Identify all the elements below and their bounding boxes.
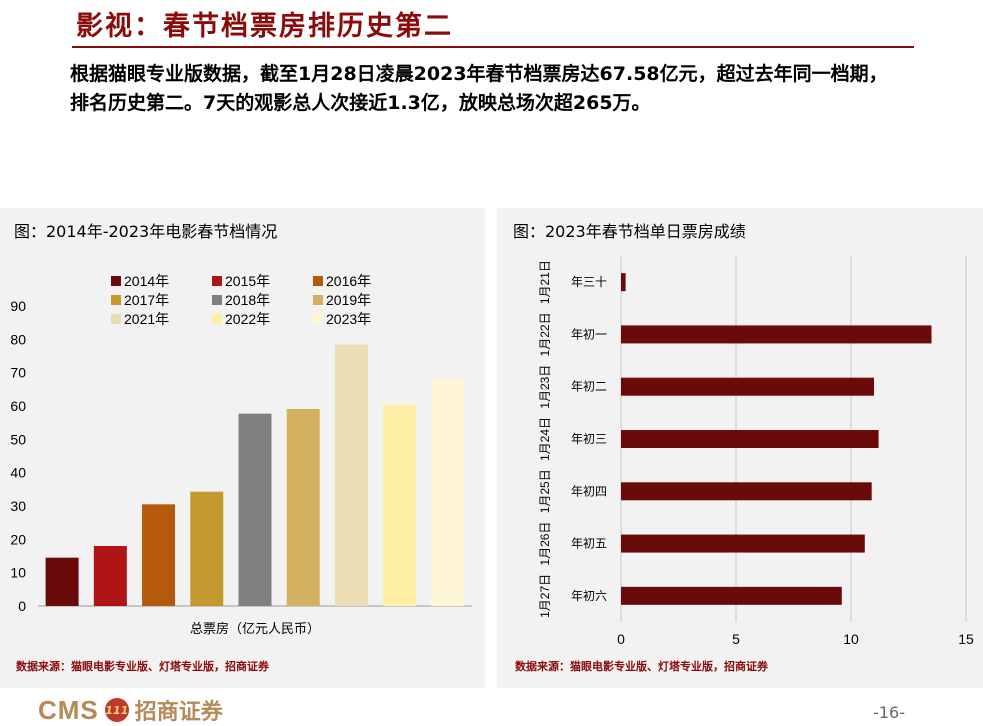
bar bbox=[190, 491, 224, 606]
legend-swatch bbox=[313, 314, 323, 324]
left-chart-panel: 图：2014年-2023年电影春节档情况 0 10 20 30 40 50 60 70 80 90… bbox=[0, 208, 485, 688]
bar bbox=[621, 482, 872, 501]
logo-name: 招商证券 bbox=[134, 699, 223, 725]
left-chart-title: 图：2014年-2023年电影春节档情况 bbox=[14, 222, 278, 241]
intro-text: 根据猫眼专业版数据，截至1月28日凌晨2023年春节档票房达67.58亿元，超过… bbox=[70, 63, 888, 114]
box-office-by-year-chart: 0 10 20 30 40 50 60 70 80 90 总票房（亿元人民币） 2014年 2015年 2… bbox=[10, 273, 472, 636]
category-label: 1月22日 bbox=[538, 312, 552, 356]
y-tick-label: 40 bbox=[10, 465, 26, 481]
legend-swatch bbox=[111, 276, 121, 286]
y-tick-label: 60 bbox=[10, 398, 26, 414]
category-label: 1月24日 bbox=[538, 417, 552, 461]
legend-label: 2023年 bbox=[326, 311, 371, 327]
x-axis-label: 总票房（亿元人民币） bbox=[190, 621, 320, 636]
legend-swatch bbox=[313, 276, 323, 286]
legend-label: 2014年 bbox=[124, 273, 169, 289]
title-divider bbox=[72, 46, 914, 48]
x-tick-label: 15 bbox=[958, 631, 974, 647]
bar bbox=[383, 405, 417, 606]
category-label: 1月26日 bbox=[538, 522, 552, 566]
y-tick-label: 10 bbox=[10, 565, 26, 581]
y-tick-label: 50 bbox=[10, 431, 26, 447]
category-label: 1月27日 bbox=[538, 574, 552, 618]
bar bbox=[621, 377, 874, 396]
legend-label: 2018年 bbox=[225, 292, 270, 308]
legend-label: 2016年 bbox=[326, 273, 371, 289]
legend-swatch bbox=[111, 314, 121, 324]
company-logo: CMS 111 招商证券 bbox=[38, 694, 223, 726]
logo-brand: CMS bbox=[38, 694, 99, 725]
x-tick-label: 10 bbox=[843, 631, 859, 647]
legend-label: 2021年 bbox=[124, 311, 169, 327]
bar bbox=[621, 586, 842, 605]
category-sublabel: 年初四 bbox=[571, 484, 607, 498]
legend-label: 2015年 bbox=[225, 273, 270, 289]
y-tick-label: 30 bbox=[10, 498, 26, 514]
bar bbox=[334, 344, 368, 606]
bar bbox=[286, 409, 320, 606]
right-chart-source: 数据来源：猫眼电影专业版、灯塔专业版，招商证券 bbox=[515, 660, 768, 673]
legend-label: 2017年 bbox=[124, 292, 169, 308]
bar bbox=[431, 380, 465, 606]
y-tick-label: 0 bbox=[18, 598, 26, 614]
logo-badge-icon: 111 bbox=[104, 698, 129, 722]
bar bbox=[142, 504, 176, 606]
bar bbox=[621, 430, 879, 448]
category-label: 1月25日 bbox=[538, 469, 552, 513]
legend-swatch bbox=[111, 295, 121, 305]
category-sublabel: 年三十 bbox=[571, 275, 607, 289]
legend-label: 2019年 bbox=[326, 292, 371, 308]
category-label: 1月21日 bbox=[538, 260, 552, 304]
bar bbox=[238, 413, 272, 606]
x-tick-label: 5 bbox=[732, 631, 740, 647]
left-chart-source: 数据来源：猫眼电影专业版、灯塔专业版，招商证券 bbox=[16, 660, 269, 673]
y-tick-label: 70 bbox=[10, 365, 26, 381]
bar bbox=[621, 273, 626, 292]
right-chart-title: 图：2023年春节档单日票房成绩 bbox=[513, 222, 746, 241]
bar bbox=[93, 546, 127, 606]
category-sublabel: 年初二 bbox=[571, 380, 607, 394]
right-chart-panel: 图：2023年春节档单日票房成绩 0 5 10 15 年三十 1月21日年初一 1月22日年… bbox=[497, 208, 983, 688]
slide-title: 影视：春节档票房排历史第二 bbox=[76, 11, 453, 42]
legend-swatch bbox=[212, 314, 222, 324]
page-number: -16- bbox=[873, 703, 905, 722]
category-sublabel: 年初一 bbox=[571, 327, 607, 341]
category-sublabel: 年初六 bbox=[571, 589, 607, 603]
bar bbox=[621, 534, 865, 553]
y-tick-label: 90 bbox=[10, 298, 26, 314]
category-sublabel: 年初三 bbox=[571, 432, 607, 446]
legend-swatch bbox=[313, 295, 323, 305]
bar bbox=[45, 557, 79, 606]
legend-swatch bbox=[212, 276, 222, 286]
category-label: 1月23日 bbox=[538, 365, 552, 409]
bar bbox=[621, 325, 932, 344]
category-sublabel: 年初五 bbox=[571, 537, 607, 551]
legend-label: 2022年 bbox=[225, 311, 270, 327]
legend-swatch bbox=[212, 295, 222, 305]
y-tick-label: 80 bbox=[10, 331, 26, 347]
y-tick-label: 20 bbox=[10, 531, 26, 547]
x-tick-label: 0 bbox=[617, 631, 625, 647]
